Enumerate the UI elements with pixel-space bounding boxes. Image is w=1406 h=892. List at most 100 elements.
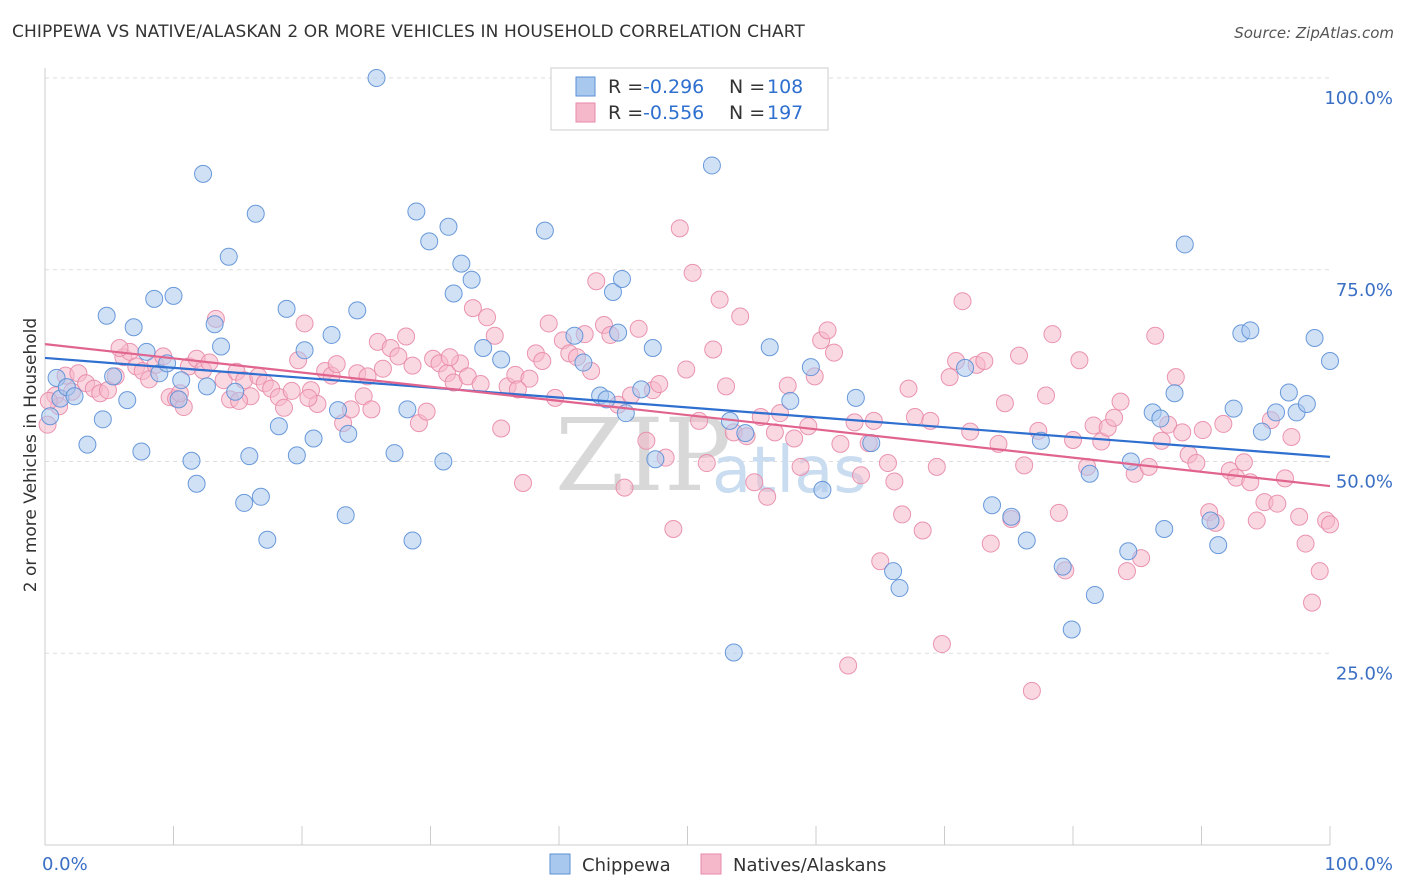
natives-point xyxy=(893,505,912,524)
natives-point xyxy=(697,454,716,473)
natives-point xyxy=(932,635,951,654)
chippewa-point xyxy=(304,429,323,448)
chippewa-point xyxy=(403,531,422,550)
natives-point xyxy=(629,319,648,338)
chippewa-point xyxy=(385,444,404,463)
bottom-legend-natives: Natives/Alaskans xyxy=(733,855,886,876)
chippewa-point xyxy=(444,284,463,303)
chippewa-point xyxy=(612,269,631,288)
natives-point xyxy=(704,340,723,359)
natives-point xyxy=(1214,414,1233,433)
natives-point xyxy=(885,472,904,491)
legend-swatch-chippewa xyxy=(575,76,596,97)
chippewa-point xyxy=(93,410,112,429)
chippewa-point xyxy=(1241,321,1260,340)
natives-point xyxy=(1015,456,1034,475)
natives-point xyxy=(851,466,870,485)
natives-point xyxy=(899,379,918,398)
chippewa-point xyxy=(646,450,665,469)
points-layer xyxy=(38,69,1339,700)
chippewa-point xyxy=(1062,620,1081,639)
natives-point xyxy=(615,478,634,497)
legend-r-value-1: -0.296 xyxy=(643,76,704,98)
chippewa-point xyxy=(846,388,865,407)
chippewa-point xyxy=(801,358,820,377)
chippewa-point xyxy=(1002,507,1021,526)
chippewa-point xyxy=(1267,403,1286,422)
legend-r-label-2: R = xyxy=(608,102,643,124)
chippewa-point xyxy=(1017,531,1036,550)
natives-point xyxy=(745,473,764,492)
chippewa-point xyxy=(137,342,156,361)
axis-layer xyxy=(44,68,1331,846)
chippewa-point xyxy=(781,391,800,410)
chippewa-point xyxy=(643,338,662,357)
natives-point xyxy=(961,422,980,441)
chippewa-point xyxy=(890,579,909,598)
chippewa-point xyxy=(1224,399,1243,418)
natives-point xyxy=(478,308,497,327)
tick-labels: 25.0% 50.0% 75.0% 100.0% 0.0% 100.0% xyxy=(42,88,1393,875)
chippewa-point xyxy=(1053,557,1072,576)
chippewa-point xyxy=(118,391,137,410)
chippewa-point xyxy=(367,69,386,87)
chippewa-point xyxy=(1085,585,1104,604)
natives-point xyxy=(913,521,932,540)
bottom-legend: Chippewa Natives/Alaskans xyxy=(549,853,886,876)
chippewa-point xyxy=(1151,409,1170,428)
chippewa-point xyxy=(235,493,254,512)
y-tick-label: 75.0% xyxy=(1336,280,1393,301)
chippewa-point xyxy=(132,442,151,461)
legend-n-label-2: N = xyxy=(729,102,765,124)
chippewa-point xyxy=(172,371,191,390)
chippewa-point xyxy=(219,247,238,266)
natives-point xyxy=(440,348,459,367)
natives-point xyxy=(1268,494,1287,513)
chippewa-point xyxy=(78,435,97,454)
chippewa-point xyxy=(336,506,355,525)
chippewa-point xyxy=(348,301,367,320)
natives-point xyxy=(417,402,436,421)
chippewa-point xyxy=(1031,431,1050,450)
natives-point xyxy=(463,299,482,318)
chippewa-point xyxy=(339,424,358,443)
natives-point xyxy=(878,454,897,473)
bottom-legend-swatch-chippewa xyxy=(549,853,571,875)
natives-point xyxy=(1173,423,1192,442)
natives-point xyxy=(731,307,750,326)
natives-point xyxy=(1037,386,1056,405)
natives-point xyxy=(791,457,810,476)
natives-point xyxy=(389,347,408,366)
chippewa-point xyxy=(1252,422,1271,441)
natives-point xyxy=(778,376,797,395)
chippewa-point xyxy=(702,156,721,175)
chippewa-point xyxy=(439,217,458,236)
chippewa-point xyxy=(41,407,60,426)
source-label: Source: ZipAtlas.com xyxy=(1234,24,1394,42)
bottom-legend-swatch-natives xyxy=(700,853,722,875)
natives-point xyxy=(683,263,702,282)
chippewa-point xyxy=(1165,384,1184,403)
natives-point xyxy=(785,429,804,448)
chippewa-point xyxy=(1305,329,1324,348)
chippewa-point xyxy=(240,447,259,466)
legend-box: R = -0.296 N = 108 R = -0.556 N = 197 xyxy=(550,67,829,131)
natives-point xyxy=(1296,534,1315,553)
natives-point xyxy=(1234,453,1253,472)
chippewa-point xyxy=(1201,511,1220,530)
natives-point xyxy=(514,473,533,492)
natives-point xyxy=(981,534,1000,553)
chippewa-point xyxy=(813,480,832,499)
chippewa-point xyxy=(205,315,224,334)
natives-point xyxy=(710,290,729,309)
natives-point xyxy=(1146,326,1165,345)
natives-point xyxy=(637,431,656,450)
natives-point xyxy=(327,355,346,374)
chippewa-point xyxy=(187,474,206,493)
natives-point xyxy=(1111,392,1130,411)
natives-trend-line xyxy=(44,343,1331,488)
chippewa-point xyxy=(295,341,314,360)
natives-point xyxy=(905,408,924,427)
natives-point xyxy=(758,487,777,506)
